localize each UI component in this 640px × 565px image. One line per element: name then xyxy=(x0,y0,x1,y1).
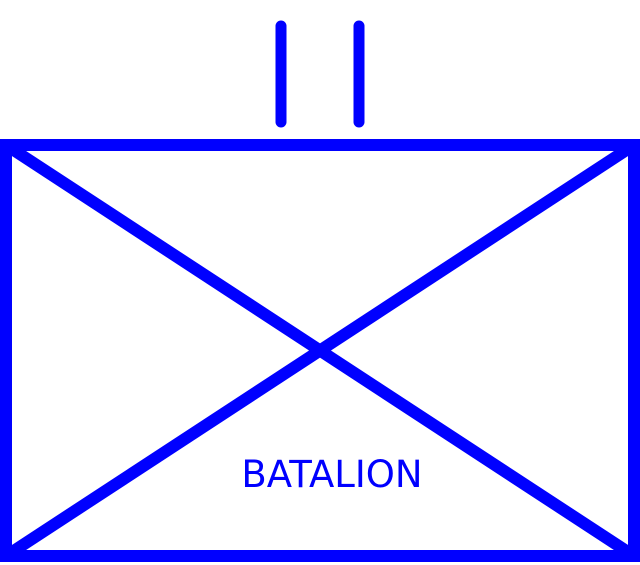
cross-diagonal xyxy=(2,139,638,562)
unit-label: BATALION xyxy=(241,453,422,496)
infantry-cross-icon xyxy=(2,139,638,562)
echelon-indicator xyxy=(275,20,365,128)
unit-frame xyxy=(0,139,640,562)
